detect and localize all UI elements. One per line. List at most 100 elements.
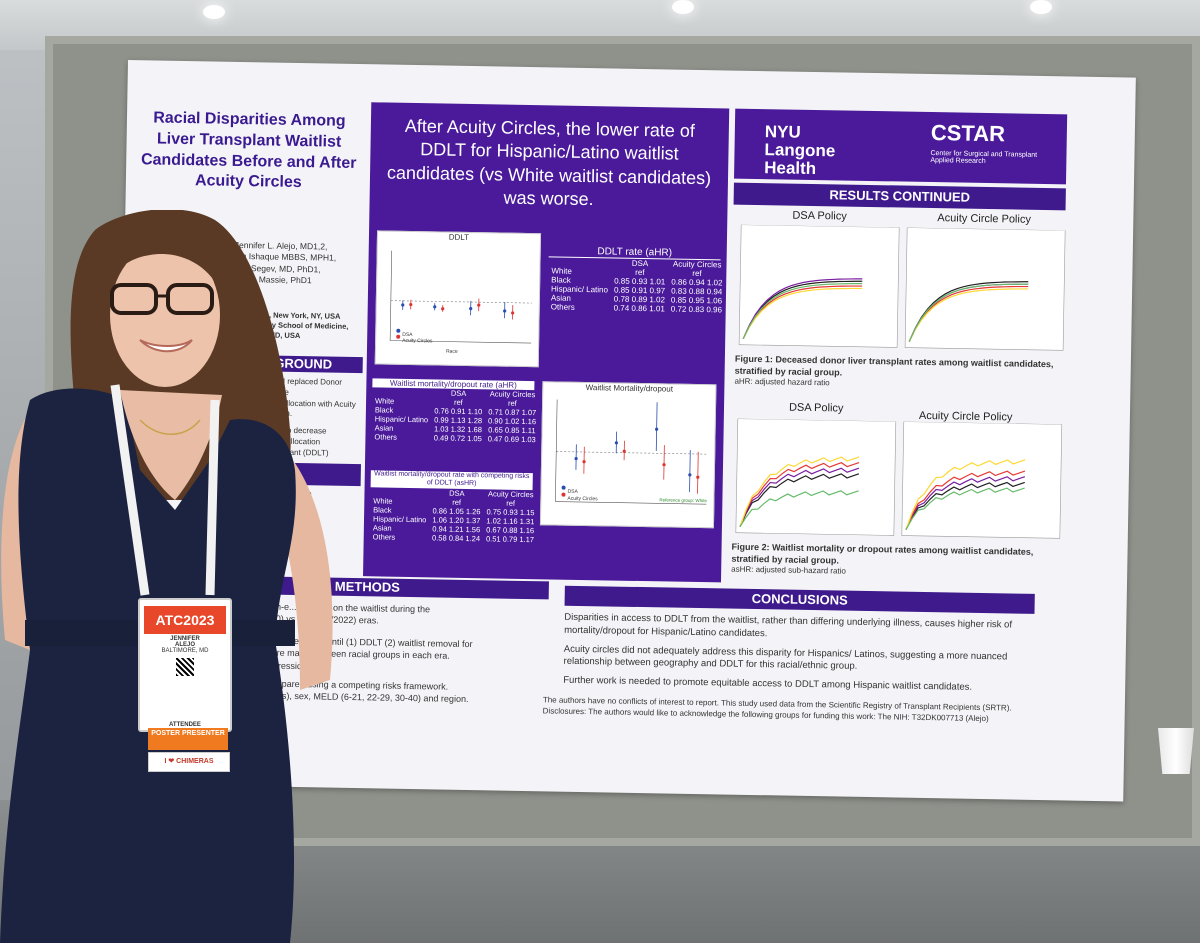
mortality-forest-plot: Waitlist Mortality/dropout DSA Acuity Ci… — [539, 381, 717, 529]
badge-role: ATTENDEE — [169, 722, 201, 728]
ddlt-plot-svg — [389, 250, 532, 344]
estimate-point — [477, 303, 481, 307]
poster-title: Racial Disparities Among Liver Transplan… — [140, 109, 357, 192]
disclosures: The authors have no conflicts of interes… — [542, 695, 1012, 723]
estimate-point — [614, 441, 618, 445]
x-label: Race — [445, 348, 458, 355]
mortality-table: Waitlist mortality/dropout rate (aHR) DS… — [371, 378, 536, 444]
paper-cup — [1158, 728, 1194, 774]
incidence-curve — [739, 490, 859, 528]
reference-note: Reference group: White — [659, 497, 707, 504]
incidence-curve — [908, 281, 1029, 342]
incidence-curve — [905, 476, 1026, 530]
badge-first-name: JENNIFER — [170, 636, 200, 642]
estimate-point — [401, 303, 405, 307]
table-row: Others 0.49 0.72 1.05 0.47 0.69 1.03 — [371, 432, 538, 444]
face — [110, 243, 220, 387]
lanyard-right — [205, 399, 220, 596]
ac-policy-label: Acuity Circle Policy — [937, 212, 1031, 226]
estimate-point — [696, 475, 700, 479]
incidence-curve — [739, 461, 860, 527]
results-block: After Acuity Circles, the lower rate of … — [363, 102, 730, 583]
estimate-point — [441, 307, 445, 311]
hair-front — [110, 224, 223, 295]
table-header: Acuity Circles — [489, 389, 536, 400]
smile — [139, 339, 193, 353]
estimate-point — [409, 302, 413, 307]
incidence-curve — [742, 285, 863, 340]
competing-risk-table: Waitlist mortality/dropout rate with com… — [370, 470, 535, 544]
incidence-curve — [742, 283, 863, 340]
conclusion-item: Disparities in access to DDLT from the w… — [564, 611, 1013, 640]
table: DSA Acuity Circles White ref ref Black 0.76 0.… — [371, 387, 539, 444]
estimate-point — [688, 473, 692, 477]
incidence-curve — [742, 287, 863, 340]
chimeras-ribbon: I ❤ CHIMERAS — [148, 752, 230, 772]
ceiling-light — [203, 5, 225, 19]
incidence-curve — [739, 473, 860, 528]
poster-title-block: Racial Disparities Among Liver Transplan… — [136, 108, 362, 195]
badge-event: ATC2023 — [144, 606, 226, 634]
ci-line — [689, 450, 691, 493]
estimate-point — [469, 307, 473, 311]
table-cell: 0.51 0.79 1.17 — [485, 534, 535, 544]
conclusions-text: Disparities in access to DDLT from the w… — [563, 612, 1034, 696]
incidence-curve — [908, 283, 1029, 342]
incidence-curve — [739, 467, 860, 527]
qr-code-icon — [176, 658, 194, 676]
ci-line — [697, 451, 699, 494]
badge-last-name: ALEJO — [174, 642, 195, 648]
legend-acuity: Acuity Circles — [567, 495, 598, 503]
estimate-point — [582, 460, 586, 464]
fig2: DSA Policy Acuity Circle Policy — [734, 401, 1064, 424]
incidence-curve — [905, 481, 1025, 530]
figure2-curves — [735, 418, 1063, 539]
legend-acuity: Acuity Circles — [402, 337, 433, 345]
incidence-curve — [742, 278, 863, 340]
glasses-right — [166, 283, 214, 315]
incidence-curve — [905, 459, 1026, 530]
mortality-plot-svg — [555, 399, 708, 505]
cstar-logo: CSTAR — [930, 120, 1006, 147]
nyu-logo: NYU Langone Health — [764, 122, 836, 178]
ceiling-light — [672, 0, 694, 14]
estimate-point — [655, 427, 659, 431]
estimate-point — [622, 449, 626, 453]
ceiling-light — [1030, 0, 1052, 14]
ddlt-table: DDLT rate (aHR) DSA Acuity Circles White re… — [548, 245, 723, 314]
figure1-curves — [738, 224, 1066, 351]
estimate-point — [574, 457, 578, 461]
glasses-left — [110, 283, 158, 315]
dsa-policy-label: DSA Policy — [792, 209, 847, 223]
figure2-subcaption: asHR: adjusted sub-hazard ratio — [731, 564, 847, 576]
table-cell: Others — [374, 432, 398, 442]
results-header: RESULTS CONTINUED — [733, 182, 1066, 211]
presenter-person — [0, 210, 333, 943]
table-row: Others 0.58 0.84 1.24 0.51 0.79 1.17 — [370, 532, 537, 544]
table-cell: Others — [372, 532, 396, 542]
conclusion-item: Further work is needed to promote equita… — [563, 674, 973, 694]
incidence-curve — [905, 470, 1026, 530]
incidence-curve — [908, 285, 1029, 342]
headline-text: After Acuity Circles, the lower rate of … — [386, 115, 712, 210]
table-cell: Others — [550, 302, 575, 312]
incidence-curve — [742, 280, 863, 340]
figure1-subcaption: aHR: adjusted hazard ratio — [734, 376, 830, 388]
estimate-point — [662, 463, 666, 467]
legend-dsa: DSA — [567, 488, 578, 495]
table-cell: 0.49 0.72 1.05 — [433, 433, 482, 444]
incidence-curve — [905, 487, 1025, 530]
poster-presenter-ribbon: POSTER PRESENTER — [148, 728, 228, 750]
estimate-point — [433, 305, 437, 309]
incidence-curve — [908, 288, 1029, 342]
ddlt-forest-plot: DDLT DSA Acuity Circles Race — [374, 230, 542, 368]
name-badge: ATC2023 JENNIFER ALEJO BALTIMORE, MD ATT… — [138, 598, 232, 732]
estimate-point — [503, 309, 507, 313]
conclusions-header: CONCLUSIONS — [564, 585, 1035, 614]
table: DSA Acuity Circles White ref ref Black 0.86 1.… — [370, 487, 538, 544]
lanyard-left — [110, 384, 150, 596]
cstar-subtitle: Center for Surgical and Transplant Appli… — [930, 150, 1038, 165]
table-cell: 0.72 0.83 0.96 — [670, 304, 723, 315]
brand-banner: NYU Langone Health CSTAR Center for Surg… — [734, 108, 1068, 185]
table-cell: 0.74 0.86 1.01 — [613, 303, 665, 314]
